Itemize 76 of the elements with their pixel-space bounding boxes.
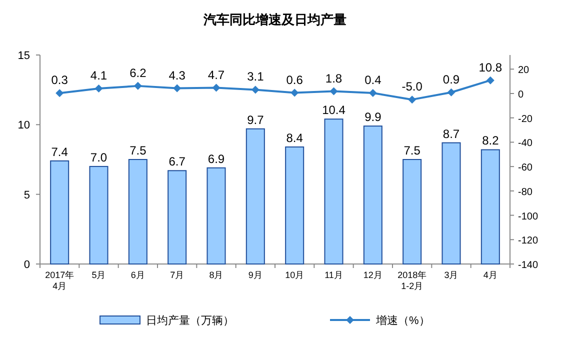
bar (324, 118, 344, 264)
y2-tick-label: -140 (518, 260, 538, 271)
y-tick-label: 15 (18, 50, 30, 62)
point (212, 84, 220, 92)
bar (480, 149, 500, 264)
x-tick-label: 5月 (92, 270, 106, 280)
point (290, 88, 299, 97)
y2-tick-label: 20 (518, 65, 530, 76)
data-label: 10.4 (322, 103, 346, 118)
y-tick-label: 10 (18, 120, 30, 132)
data-label: 4.3 (168, 68, 186, 82)
data-label: -5.0 (402, 80, 423, 94)
data-label: 6.2 (130, 66, 147, 80)
data-label: 4.7 (208, 68, 225, 82)
point (368, 89, 377, 97)
bar (363, 126, 382, 264)
data-label: 9.7 (247, 112, 264, 127)
data-label: 0.3 (51, 73, 68, 88)
data-label: 10.8 (478, 60, 502, 74)
data-label: 8.2 (482, 134, 500, 148)
point (408, 96, 416, 104)
bar (206, 167, 226, 264)
y2-tick-label: -80 (518, 186, 533, 198)
x-tick-label: 7月 (170, 270, 184, 280)
legend-label: 日均产量（万辆） (146, 314, 234, 327)
x-tick-label: 6月 (130, 270, 145, 280)
point (56, 89, 64, 98)
data-label: 9.9 (364, 110, 382, 124)
bar (89, 166, 108, 264)
x-tick-label: 10月 (285, 270, 304, 280)
x-tick-label: 9月 (248, 270, 262, 280)
x-tick-label: 8月 (209, 270, 224, 280)
y2-tick-label: 0 (518, 89, 524, 100)
point (486, 76, 494, 84)
data-label: 4.1 (90, 68, 108, 82)
x-tick-label: 12月 (363, 270, 382, 280)
data-label: 8.7 (442, 126, 460, 141)
point (94, 84, 103, 92)
point (330, 87, 338, 96)
x-tick-label: 11月 (324, 270, 343, 280)
y2-tick-label: -60 (518, 162, 533, 174)
data-label: 0.6 (286, 72, 304, 87)
x-tick-label: 3月 (444, 270, 458, 280)
y2-tick-label: -20 (518, 114, 533, 125)
bar (50, 160, 70, 264)
point (173, 84, 182, 92)
x-tick-label: 4月 (483, 270, 498, 280)
legend-label: 增速（%） (375, 314, 430, 327)
y2-tick-label: -100 (518, 211, 538, 222)
data-label: 6.7 (168, 154, 186, 169)
data-label: 1.8 (325, 71, 342, 86)
data-label: 3.1 (247, 70, 264, 84)
y2-tick-label: -120 (518, 236, 538, 247)
data-label: 7.4 (51, 144, 68, 159)
data-label: 0.9 (442, 72, 460, 86)
y-tick-label: 5 (24, 189, 30, 202)
bar (402, 159, 422, 264)
data-label: 0.4 (364, 73, 382, 87)
x-tick-label: 2017年 4月 (45, 270, 74, 291)
data-label: 6.9 (208, 152, 225, 166)
data-label: 7.5 (130, 144, 147, 158)
y2-tick-label: -40 (518, 138, 533, 150)
bar (246, 128, 265, 264)
x-tick-label: 2018年 1-2月 (398, 270, 427, 291)
bar (128, 159, 148, 264)
point (251, 86, 260, 94)
data-label: 8.4 (286, 130, 304, 145)
bar (285, 146, 304, 264)
y-tick-label: 0 (24, 259, 30, 271)
point (447, 88, 456, 96)
point (134, 82, 142, 90)
bar (442, 142, 461, 264)
data-label: 7.0 (90, 150, 108, 164)
data-label: 7.5 (404, 144, 421, 158)
chart-title: 汽车同比增速及日均产量 (202, 12, 346, 27)
bar (168, 170, 187, 264)
